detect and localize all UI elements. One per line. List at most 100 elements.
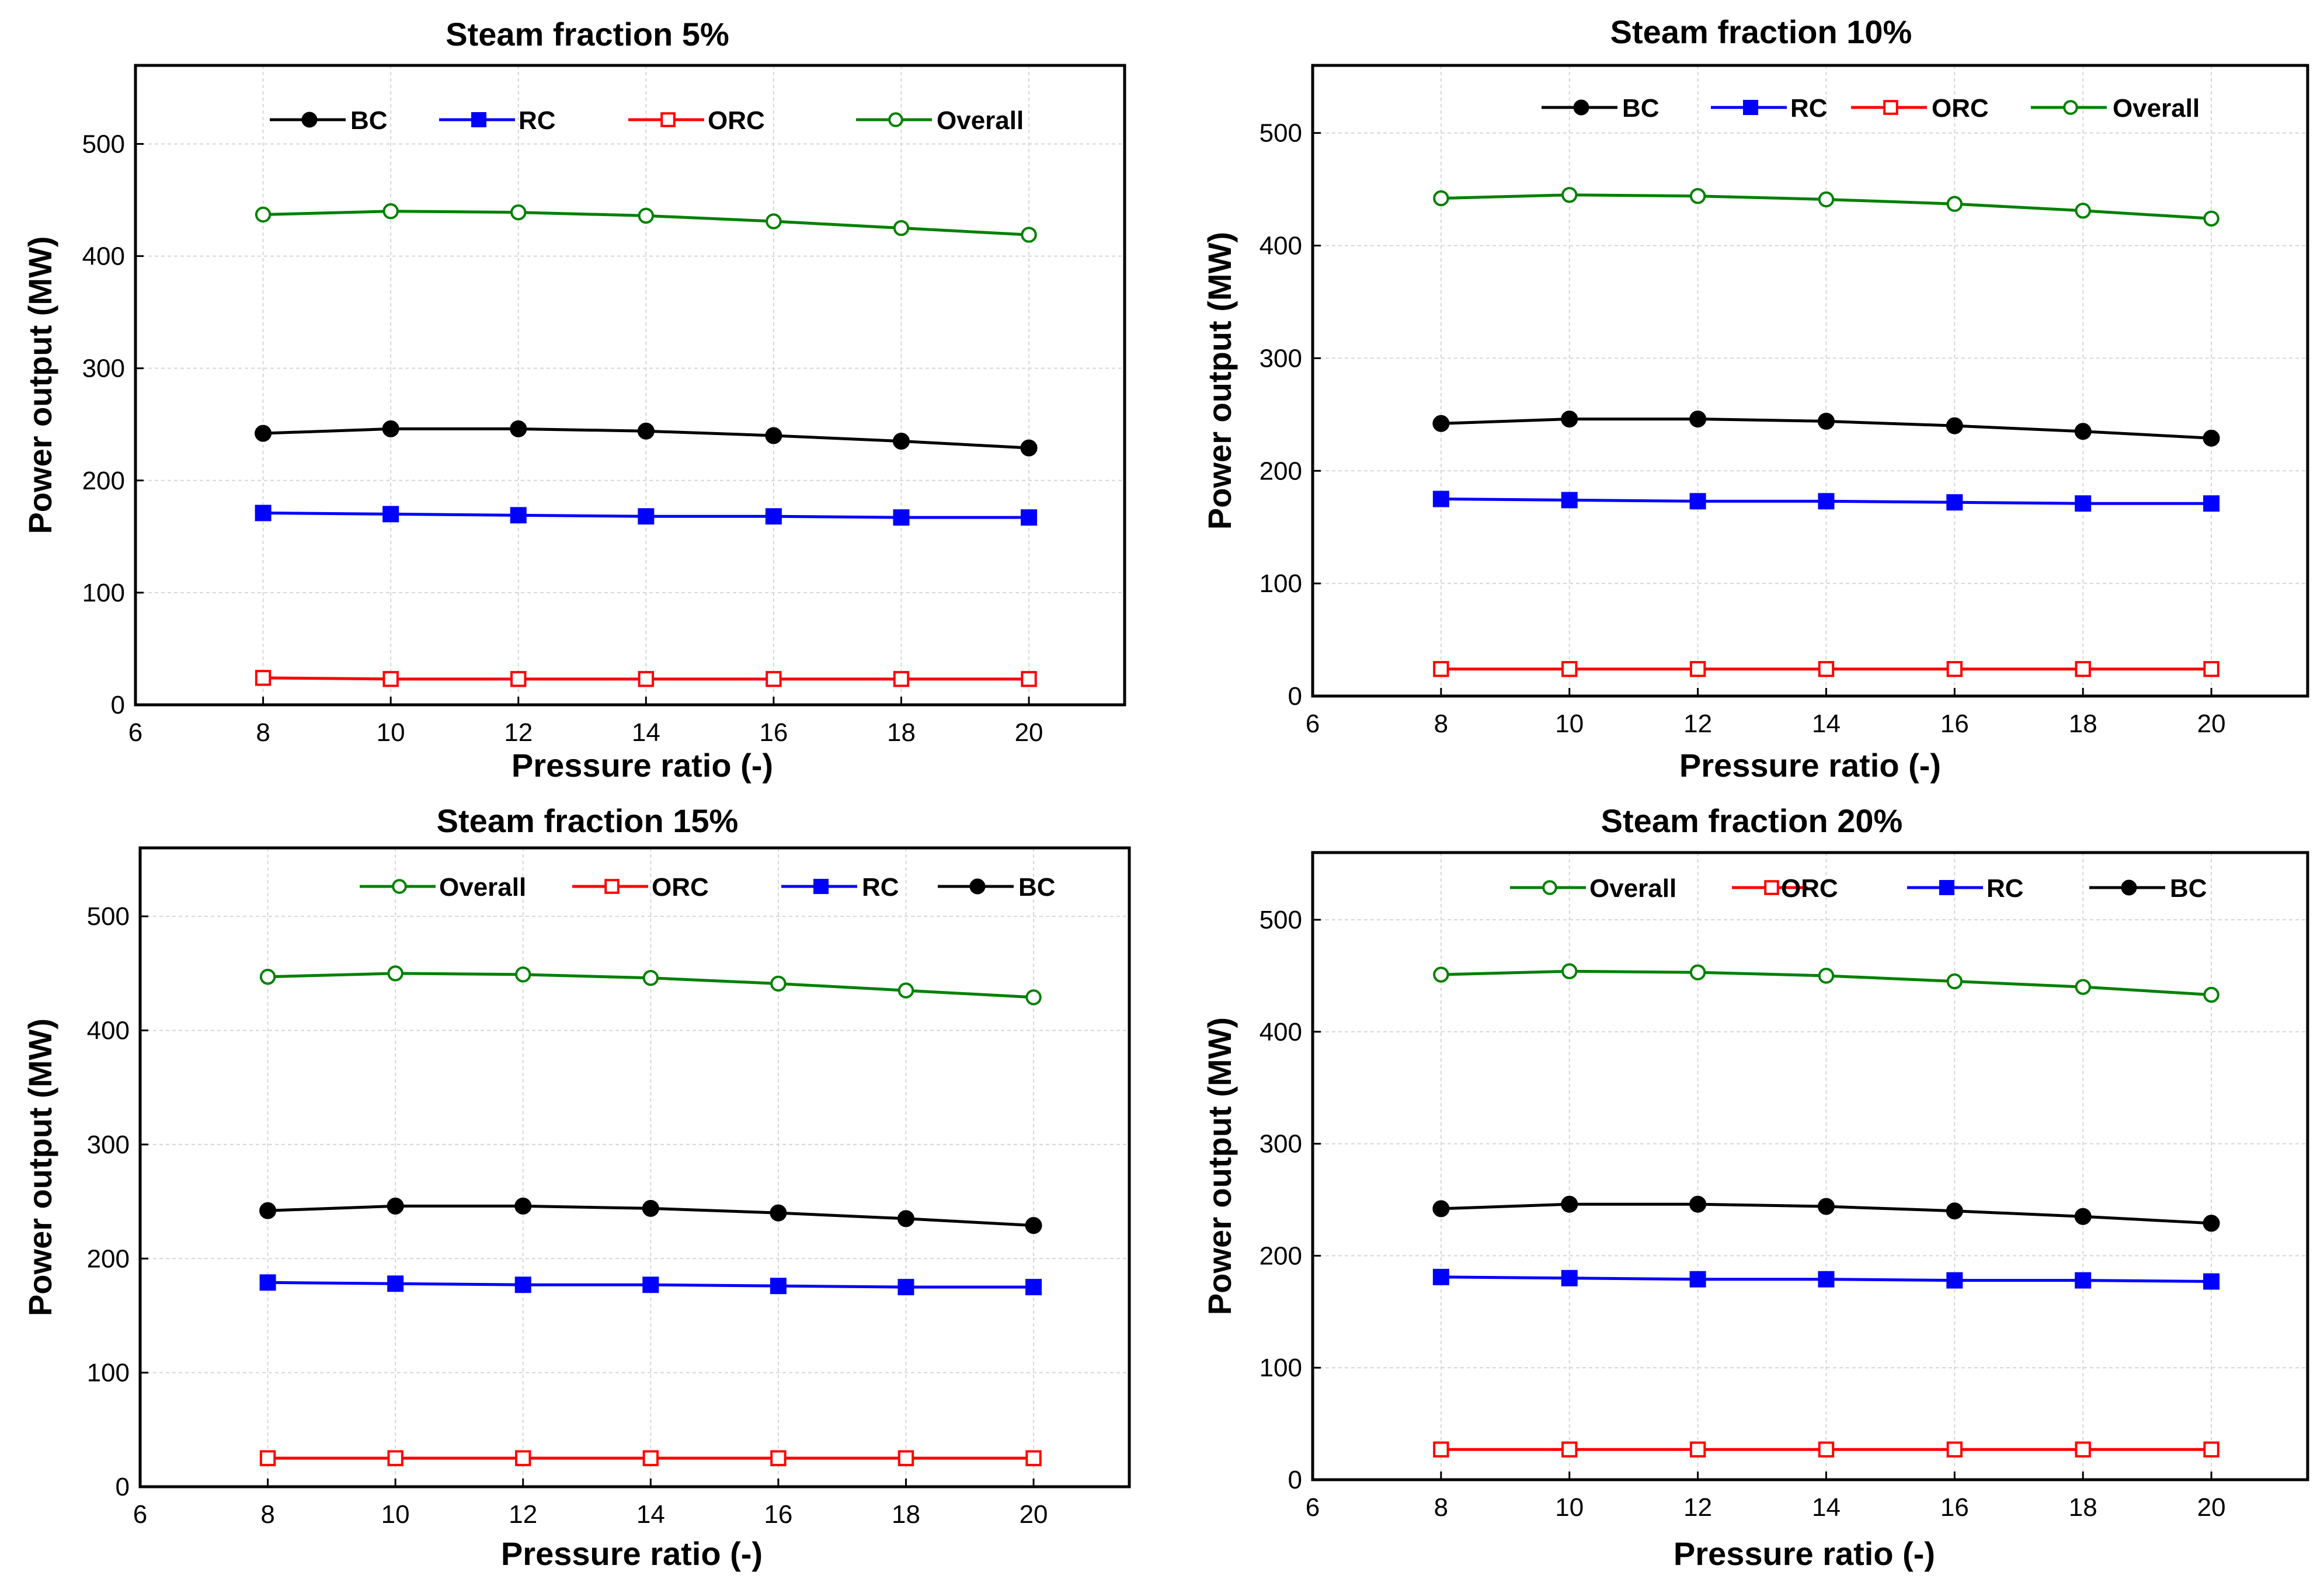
data-point-rc [514,1277,531,1293]
data-point-bc [1561,411,1578,428]
data-point-orc [638,671,655,687]
data-point-bc [510,420,527,437]
data-point-bc [1946,1202,1963,1220]
series-overall [1433,187,2219,227]
y-tick-label: 300 [87,1131,130,1159]
series-rc [255,505,1038,526]
legend-label-rc: RC [1986,874,2024,903]
y-tick-label: 400 [1260,232,1302,260]
legend-label-orc: ORC [652,873,709,902]
data-point-bc [1432,415,1450,432]
data-point-bc [642,1199,659,1217]
x-tick-label: 18 [892,1500,920,1529]
x-tick-label: 12 [1683,709,1712,738]
y-tick-label: 300 [1260,344,1302,373]
series-rc [1432,491,2220,512]
legend-label-overall: Overall [439,873,526,902]
y-tick-label: 300 [82,354,125,383]
data-point-orc [510,671,527,687]
data-point-orc [259,1450,276,1466]
x-tick-label: 20 [1015,718,1043,747]
data-point-overall [893,220,910,236]
data-point-orc [766,671,782,687]
data-point-overall [2203,210,2219,227]
legend-label-rc: RC [862,873,899,902]
data-point-rc [765,508,782,525]
legend-label-orc: ORC [1781,874,1838,903]
data-point-bc [770,1204,787,1222]
y-tick-label: 0 [1288,682,1302,711]
legend-label-bc: BC [1018,873,1056,902]
legend-marker-orc [604,879,620,894]
y-tick-label: 100 [1260,1354,1302,1382]
x-tick-label: 16 [764,1500,792,1529]
x-tick-label: 20 [1020,1500,1048,1529]
legend-marker-orc [1883,100,1898,115]
data-point-overall [510,204,527,221]
chart-title: Steam fraction 15% [437,802,739,839]
x-tick-label: 20 [2197,709,2226,738]
data-point-overall [387,965,403,982]
legend: BC RC ORC Overall [270,106,1024,135]
x-tick-label: 18 [887,718,916,747]
y-tick-label: 100 [87,1359,130,1387]
legend-label-rc: RC [519,106,556,135]
x-tick-label: 10 [1555,1493,1584,1522]
series-bc [1432,1195,2220,1232]
data-point-bc [255,425,272,442]
data-point-orc [770,1450,787,1466]
legend-marker-overall [392,879,407,894]
legend-label-orc: ORC [1932,94,1989,123]
data-point-bc [2074,1208,2092,1225]
data-point-bc [765,427,782,444]
series-orc [255,670,1037,687]
x-tick-label: 12 [504,718,533,747]
data-point-overall [1946,196,1963,212]
legend-marker-rc [1939,880,1954,895]
data-point-orc [382,671,399,687]
data-point-bc [387,1197,404,1215]
x-tick-label: 18 [2069,1493,2097,1522]
x-tick-label: 16 [1940,709,1969,738]
data-point-orc [897,1450,914,1466]
data-point-overall [382,203,399,220]
data-point-rc [1561,492,1578,509]
series-rc [1432,1268,2220,1290]
y-axis-title: Power output (MW) [1201,232,1238,530]
legend: Overall ORC RC BC [360,873,1056,902]
x-tick-label: 18 [2069,709,2097,738]
data-point-bc [1817,412,1835,430]
data-point-bc [1025,1217,1042,1234]
data-point-bc [514,1197,532,1215]
series-bc [1432,411,2220,447]
data-point-rc [1946,1272,1963,1289]
data-point-overall [1561,187,1578,203]
legend: BC RC ORC Overall [1542,94,2200,123]
legend-marker-bc [2121,879,2137,896]
series-orc [1433,661,2219,677]
data-point-bc [897,1210,914,1227]
data-point-orc [1433,661,1449,677]
data-point-overall [897,982,914,999]
y-tick-label: 500 [1260,906,1302,934]
data-point-rc [770,1278,787,1295]
y-tick-label: 100 [1260,569,1302,598]
x-axis-title: Pressure ratio (-) [501,1535,763,1572]
data-point-bc [1817,1198,1835,1215]
y-tick-label: 400 [1260,1018,1302,1046]
legend-marker-rc [1743,100,1758,115]
data-point-rc [1025,1279,1042,1296]
data-point-orc [1818,1441,1835,1458]
data-point-rc [2075,1272,2092,1289]
data-point-bc [1689,411,1707,428]
y-tick-label: 0 [116,1473,130,1501]
data-point-rc [1818,1271,1835,1288]
y-axis-title: Power output (MW) [22,1018,58,1316]
x-tick-label: 8 [260,1500,274,1529]
legend-marker-overall [888,112,903,127]
data-point-bc [2203,1215,2220,1232]
data-point-overall [1689,964,1706,980]
legend-marker-bc [301,112,318,128]
